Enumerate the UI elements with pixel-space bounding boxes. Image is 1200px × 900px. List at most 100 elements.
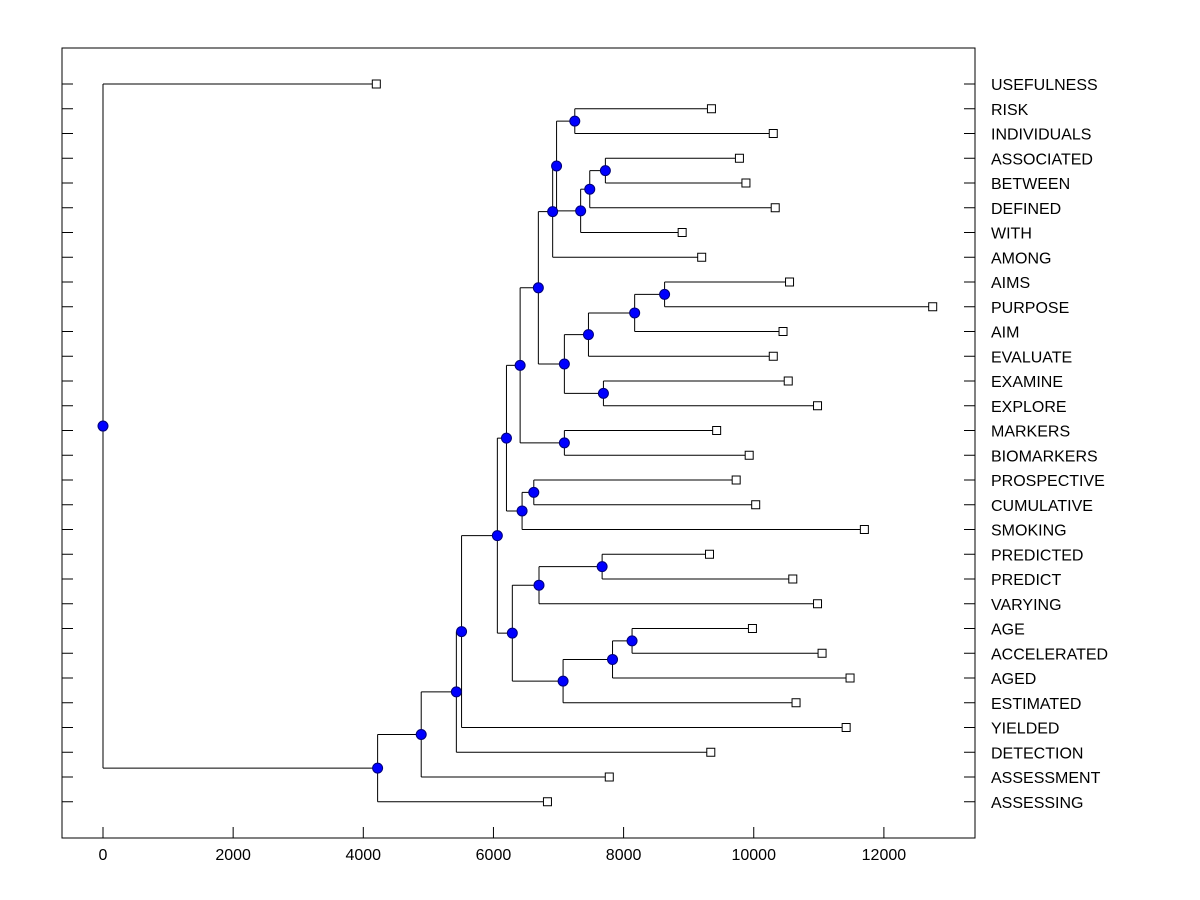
merge-node-n-big-yielded	[456, 626, 468, 638]
merge-node-n-pp-varying	[533, 579, 545, 591]
merge-node-n-upper	[532, 282, 544, 294]
leaf-label-markers: MARKERS	[991, 424, 1070, 441]
leaf-marker-risk	[706, 104, 716, 114]
leaf-marker-biomarkers	[744, 450, 754, 460]
leaf-marker-detection	[706, 747, 716, 757]
leaf-label-detection: DETECTION	[991, 745, 1083, 762]
leaf-marker-predicted	[704, 549, 714, 559]
x-tick-label-8000: 8000	[606, 847, 642, 864]
leaf-label-age: AGE	[991, 622, 1025, 639]
leaf-label-usefulness: USEFULNESS	[991, 77, 1098, 94]
leaf-marker-between	[741, 178, 751, 188]
merge-node-n-pred-age	[506, 627, 518, 639]
leaf-labels: USEFULNESS RISK INDIVIDUALS ASSOCIATED BETWE…	[991, 77, 1108, 812]
leaf-marker-defined	[770, 203, 780, 213]
leaf-marker-estimated	[791, 698, 801, 708]
x-tick-label-12000: 12000	[862, 847, 907, 864]
leaf-marker-age	[747, 624, 757, 633]
leaf-label-explore: EXPLORE	[991, 399, 1067, 416]
leaf-label-assessment: ASSESSMENT	[991, 770, 1101, 787]
leaf-label-biomarkers: BIOMARKERS	[991, 448, 1098, 465]
merge-node-markers	[97, 115, 671, 774]
leaf-marker-evaluate	[768, 351, 778, 361]
leaf-marker-assessment	[604, 772, 614, 782]
leaf-label-yielded: YIELDED	[991, 721, 1059, 738]
x-tick-label-0: 0	[99, 847, 108, 864]
merge-node-n-prosp-cum	[528, 486, 540, 498]
x-tick-label-4000: 4000	[345, 847, 381, 864]
merge-node-n-predicted-predict	[596, 561, 608, 573]
leaf-label-between: BETWEEN	[991, 176, 1070, 193]
leaf-marker-usefulness	[371, 79, 381, 89]
merge-node-n-ap-aim	[629, 307, 641, 319]
merge-node-n-upper-markers	[514, 359, 526, 371]
leaf-label-examine: EXAMINE	[991, 374, 1063, 391]
x-tick-label-10000: 10000	[731, 847, 776, 864]
leaf-marker-accelerated	[817, 648, 827, 658]
leaf-marker-aged	[845, 673, 855, 683]
merge-node-n-aaa-est	[557, 675, 569, 687]
leaf-label-smoking: SMOKING	[991, 523, 1067, 540]
merge-node-n-risk-ind	[569, 115, 581, 127]
merge-node-n-big	[491, 530, 503, 542]
leaf-label-with: WITH	[991, 226, 1032, 243]
merge-node-n-aims-purp	[659, 288, 671, 300]
leaf-marker-predict	[788, 574, 798, 584]
leaf-label-cumulative: CUMULATIVE	[991, 498, 1093, 515]
leaf-markers	[371, 79, 938, 807]
merge-node-n-ab-def	[584, 183, 596, 195]
leaf-label-associated: ASSOCIATED	[991, 151, 1093, 168]
leaf-marker-associated	[734, 153, 744, 163]
merge-node-n-age-acc	[626, 635, 638, 647]
merge-node-n-aa-aged	[607, 653, 619, 665]
leaf-label-among: AMONG	[991, 250, 1051, 267]
leaf-marker-purpose	[928, 302, 938, 312]
merge-node-n-assoc-betw	[599, 165, 611, 177]
leaf-marker-with	[677, 228, 687, 237]
leaf-marker-cumulative	[751, 500, 761, 510]
leaf-label-defined: DEFINED	[991, 201, 1061, 218]
leaf-marker-aims	[785, 277, 795, 287]
merge-node-n-pc-smoking	[516, 505, 528, 517]
leaf-marker-smoking	[859, 525, 869, 534]
leaf-marker-yielded	[841, 723, 851, 732]
merge-node-n-bd-assessment	[415, 728, 427, 740]
leaf-label-assessing: ASSESSING	[991, 795, 1083, 812]
leaf-marker-prospective	[731, 475, 741, 485]
merge-node-n-apa-eval	[582, 329, 594, 341]
leaf-label-risk: RISK	[991, 102, 1029, 119]
right-axis-ticks	[964, 83, 975, 803]
merge-node-n-markers	[558, 437, 570, 449]
leaf-marker-assessing	[542, 797, 552, 807]
merge-node-n-top-among	[547, 206, 559, 218]
plot-frame	[61, 47, 976, 839]
leaf-marker-varying	[813, 599, 823, 609]
leaf-marker-individuals	[768, 129, 778, 138]
leaf-label-estimated: ESTIMATED	[991, 696, 1081, 713]
leaf-label-aim: AIM	[991, 325, 1019, 342]
leaf-marker-markers	[712, 426, 722, 435]
merge-node-n-aim-group	[558, 358, 570, 370]
merge-node-n-by-detection	[450, 686, 462, 698]
merge-node-n-upper-smoking	[500, 432, 512, 444]
leaf-marker-examine	[783, 376, 793, 386]
x-tick-label-2000: 2000	[215, 847, 251, 864]
leaf-label-individuals: INDIVIDUALS	[991, 127, 1091, 144]
leaf-label-purpose: PURPOSE	[991, 300, 1069, 317]
leaf-marker-aim	[778, 327, 788, 336]
leaf-label-predicted: PREDICTED	[991, 547, 1083, 564]
merge-node-n-root	[97, 420, 109, 432]
leaf-label-varying: VARYING	[991, 597, 1062, 614]
leaf-label-aged: AGED	[991, 671, 1036, 688]
dendrogram-edges	[102, 83, 933, 803]
x-axis: 0 2000 4000 6000 8000 10000 12000	[99, 827, 907, 864]
left-axis-ticks	[62, 83, 73, 803]
merge-node-n-abd-with	[575, 205, 587, 217]
leaf-label-prospective: PROSPECTIVE	[991, 473, 1105, 490]
merge-node-n-ba-assessing	[372, 762, 384, 774]
merge-node-n-ri-abdw	[551, 160, 563, 172]
leaf-label-predict: PREDICT	[991, 572, 1061, 589]
x-tick-label-6000: 6000	[476, 847, 512, 864]
leaf-marker-explore	[813, 401, 823, 411]
